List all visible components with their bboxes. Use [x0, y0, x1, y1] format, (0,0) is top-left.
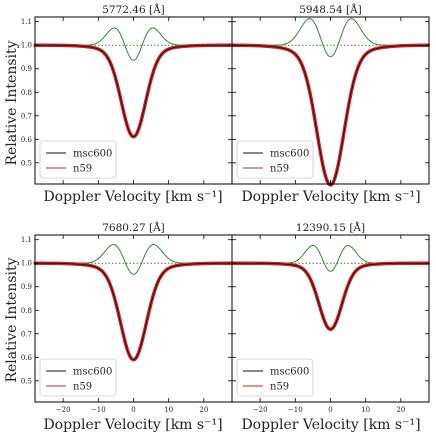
series-n59-markers-3 [33, 261, 233, 362]
y-tick-label: 0.8 [21, 89, 32, 97]
legend-1: msc600 n59 [39, 140, 117, 179]
legend-box [39, 140, 117, 179]
x-axis-label-bottom-right: Doppler Velocity [km s⁻¹] [241, 417, 420, 433]
x-tick-label: −20 [56, 406, 71, 414]
panel-2: 5948.54 [Å] msc600 n59 [230, 2, 430, 187]
series-n59-line-4 [232, 261, 429, 331]
difference-curve-4 [232, 244, 429, 272]
legend-label-n59: n59 [73, 164, 92, 175]
y-tick-label: 1.1 [21, 18, 32, 26]
series-n59-line-3 [35, 261, 232, 362]
x-tick-label: 20 [396, 406, 405, 414]
y-tick-label: 1.1 [21, 236, 32, 244]
y-tick-label: 0.8 [21, 307, 32, 315]
x-tick-label: −10 [91, 406, 106, 414]
series-msc600-line-4 [232, 262, 429, 330]
series-n59-markers-1 [33, 43, 233, 139]
legend-box [39, 358, 117, 397]
x-axis-label-bottom-left: Doppler Velocity [km s⁻¹] [43, 417, 222, 433]
x-tick-label: −10 [288, 406, 303, 414]
y-tick-label: 0.9 [21, 283, 32, 291]
x-tick-label: 0 [131, 406, 135, 414]
y-tick-label: 0.5 [21, 377, 32, 385]
panel-title: 5948.54 [Å] [299, 2, 362, 16]
y-tick-label: 0.6 [21, 136, 33, 144]
x-tick-label: 10 [164, 406, 173, 414]
panel-title: 7680.27 [Å] [102, 220, 165, 234]
panel-4: −20 −10 0 10 20 12390.15 [Å] msc600 n59 [230, 220, 430, 414]
y-tick-label: 0.6 [21, 354, 33, 362]
legend-label-msc600: msc600 [73, 149, 112, 160]
y-axis-label-top: Relative Intensity [4, 40, 20, 165]
y-tick-label: 0.7 [21, 112, 32, 120]
legend-2: msc600 n59 [236, 140, 314, 179]
legend-box [236, 358, 314, 397]
y-tick-label: 1.0 [21, 260, 32, 268]
y-tick-label: 0.5 [21, 159, 32, 167]
legend-label-msc600: msc600 [73, 367, 112, 378]
legend-label-n59: n59 [270, 382, 289, 393]
legend-4: msc600 n59 [236, 358, 314, 397]
legend-label-msc600: msc600 [270, 367, 309, 378]
y-tick-label: 1.0 [21, 42, 32, 50]
panel-1: 1.1 1.0 0.9 0.8 0.7 0.6 0.5 5772.46 [Å] msc600 n5… [21, 2, 233, 185]
x-tick-label: −20 [253, 406, 268, 414]
panel-title: 5772.46 [Å] [102, 2, 165, 16]
y-tick-label: 0.7 [21, 330, 32, 338]
difference-curve-2 [232, 18, 429, 58]
x-tick-label: 10 [361, 406, 370, 414]
legend-box [236, 140, 314, 179]
y-axis-label-bottom: Relative Intensity [4, 257, 20, 382]
legend-label-n59: n59 [73, 382, 92, 393]
legend-label-msc600: msc600 [270, 149, 309, 160]
series-n59-line-1 [35, 43, 232, 139]
panel-3: 1.1 1.0 0.9 0.8 0.7 0.6 0.5 −20 −10 0 10 20 7680.27 … [21, 220, 233, 414]
difference-curve-3 [35, 244, 232, 275]
series-msc600-line-3 [35, 262, 232, 361]
series-n59-markers-4 [230, 261, 430, 331]
y-tick-label: 0.9 [21, 65, 32, 73]
x-axis-label-top-right: Doppler Velocity [km s⁻¹] [241, 189, 420, 205]
panel-title: 12390.15 [Å] [296, 220, 365, 234]
series-msc600-line-1 [35, 44, 232, 138]
x-tick-label: 0 [328, 406, 332, 414]
legend-3: msc600 n59 [39, 358, 117, 397]
x-axis-label-top-left: Doppler Velocity [km s⁻¹] [43, 189, 222, 205]
x-tick-label: 20 [199, 406, 208, 414]
series-msc600-line-2 [231, 44, 430, 186]
legend-label-n59: n59 [270, 164, 289, 175]
